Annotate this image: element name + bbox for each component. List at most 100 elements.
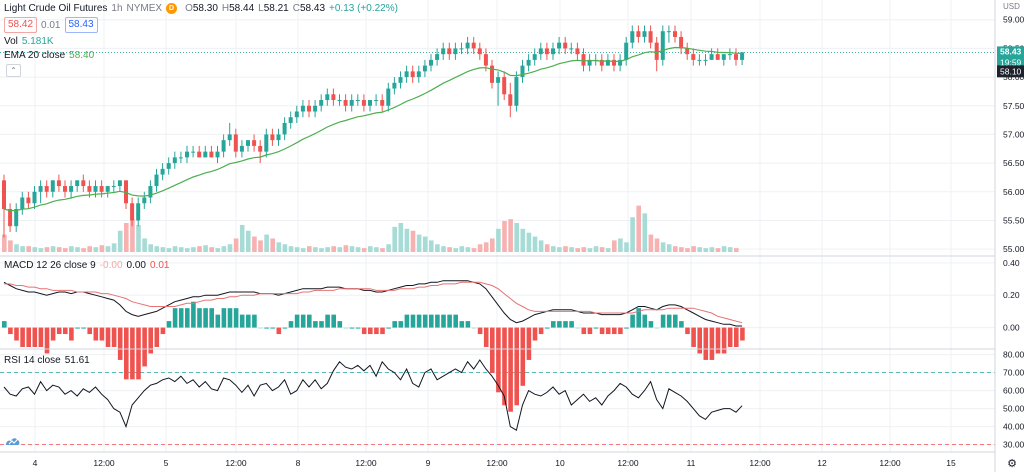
volume-bar (124, 223, 129, 252)
candle-body (185, 151, 189, 158)
volume-bar (618, 238, 623, 252)
buy-price-button[interactable]: 58.43 (64, 17, 98, 33)
volume-bar (331, 246, 336, 252)
collapse-legend-icon[interactable]: ⌃ (6, 64, 21, 77)
volume-bar (551, 246, 556, 252)
volume-bar (599, 247, 605, 252)
volume-bar (81, 248, 86, 252)
volume-bar (727, 247, 733, 252)
candle-body (227, 134, 232, 141)
symbol-name[interactable]: Light Crude Oil Futures (4, 3, 108, 14)
volume-bar (343, 245, 349, 252)
volume-legend[interactable]: Vol 5.181K (4, 36, 54, 47)
volume-bar (624, 242, 629, 252)
macd-histogram-bar (685, 327, 690, 335)
candle-body (514, 77, 519, 106)
macd-histogram-bar (50, 327, 56, 341)
spread-value: 0.01 (41, 19, 61, 31)
macd-histogram-bar (130, 327, 135, 380)
candle-body (252, 140, 257, 146)
candle-body (544, 48, 549, 55)
candle-body (191, 151, 196, 153)
candle-body (734, 54, 738, 60)
macd-histogram-bar (32, 327, 38, 347)
macd-histogram-bar (544, 327, 550, 329)
candle-body (178, 157, 183, 159)
volume-bar (2, 234, 7, 252)
candle-body (14, 208, 19, 227)
volume-bar (544, 244, 550, 252)
candle-body (624, 42, 629, 60)
macd-line-value: 0.00 (126, 260, 146, 271)
rsi-tick-label: 60.00 (1003, 386, 1024, 396)
candle-body (508, 94, 513, 106)
macd-histogram-bar (276, 327, 282, 335)
candle-body (666, 31, 671, 33)
macd-histogram-bar (734, 327, 739, 347)
macd-histogram-bar (697, 327, 702, 354)
delayed-badge-icon[interactable]: D (166, 3, 178, 14)
volume-bar (26, 246, 31, 252)
candle-body (410, 71, 415, 78)
candle-body (599, 59, 604, 66)
macd-histogram-bar (294, 314, 300, 328)
candle-body (654, 42, 659, 60)
macd-histogram-bar (93, 327, 99, 341)
macd-histogram-bar (81, 327, 86, 329)
rsi-tick-label: 70.00 (1003, 368, 1024, 378)
macd-hist-value: -0.00 (99, 260, 123, 271)
macd-histogram-bar (300, 314, 306, 328)
candle-body (483, 54, 488, 66)
tradingview-logo-icon[interactable] (5, 436, 21, 446)
rsi-tick-label: 40.00 (1003, 422, 1024, 432)
candle-body (331, 94, 336, 101)
candle-body (691, 54, 696, 60)
candle-body (404, 71, 409, 78)
candle-body (166, 163, 171, 169)
volume-bar (386, 244, 391, 252)
candle-body (75, 180, 80, 187)
candle-body (532, 54, 537, 60)
macd-histogram-bar (221, 308, 227, 328)
price-tick-label: 56.50 (1003, 158, 1024, 168)
candle-body (453, 48, 458, 55)
macd-histogram-bar (471, 327, 477, 329)
crosshair-price-text: 58.10 (1000, 66, 1022, 76)
candle-body (563, 42, 568, 49)
macd-tick-label: 0.00 (1003, 323, 1020, 333)
volume-bar (593, 246, 599, 252)
macd-histogram-bar (630, 314, 635, 328)
candle-body (63, 186, 67, 192)
candle-body (325, 94, 330, 101)
macd-histogram-bar (239, 314, 245, 328)
volume-bar (557, 247, 562, 252)
candle-body (288, 117, 293, 123)
volume-bar (483, 242, 489, 252)
ema-line (3, 46, 743, 212)
volume-bar (398, 223, 404, 252)
settings-gear-icon[interactable]: ⚙ (1007, 457, 1017, 470)
candle-body (538, 48, 543, 55)
macd-histogram-bar (538, 327, 544, 335)
candle-body (258, 145, 263, 152)
price-tick-label: 59.00 (1003, 15, 1024, 25)
volume-bar (502, 221, 507, 252)
time-tick-label: 11 (687, 458, 696, 468)
sell-price-button[interactable]: 58.42 (4, 17, 38, 33)
macd-histogram-bar (624, 327, 629, 329)
ema-legend[interactable]: EMA 20 close 58.40 (4, 50, 94, 61)
volume-bar (288, 246, 294, 252)
exchange-label: NYMEX (126, 3, 163, 14)
candle-body (551, 48, 555, 55)
volume-bar (514, 223, 519, 252)
volume-bar (642, 213, 648, 252)
macd-histogram-bar (246, 314, 251, 328)
macd-legend[interactable]: MACD 12 26 close 9 -0.00 0.00 0.01 (4, 260, 169, 271)
macd-histogram-bar (691, 327, 696, 347)
countdown-text: 19:59 (1000, 57, 1022, 67)
macd-histogram-bar (2, 321, 7, 328)
volume-bar (185, 248, 190, 252)
rsi-legend[interactable]: RSI 14 close 51.61 (4, 355, 90, 366)
macd-histogram-bar (648, 321, 654, 328)
